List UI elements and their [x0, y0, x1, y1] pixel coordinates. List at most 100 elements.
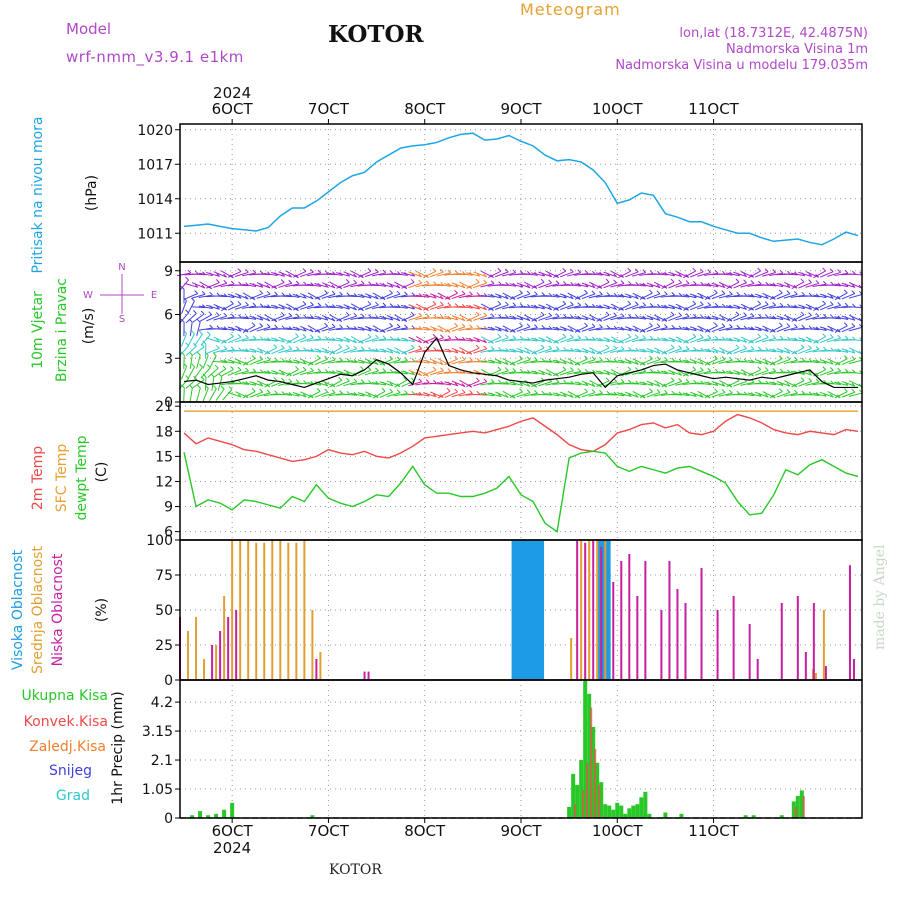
wind-arrow-head — [483, 312, 488, 317]
model-altitude-label: Nadmorska Visina u modelu 179.035m — [615, 58, 868, 73]
wind-arrow — [473, 271, 487, 278]
wind-arrow — [487, 303, 502, 311]
wind-arrow-head — [555, 313, 560, 317]
wind-arrow — [848, 359, 863, 365]
wind-arrow — [653, 359, 668, 364]
wind-arrow — [639, 358, 653, 366]
wind-arrow — [639, 325, 653, 333]
wind-arrow-head — [360, 340, 364, 344]
wind-arrow — [185, 313, 197, 324]
wind-arrow — [834, 272, 849, 277]
wind-arrow — [726, 281, 740, 290]
wind-arrow — [408, 282, 422, 289]
y-tick-label: 3 — [164, 351, 173, 367]
wind-arrow — [336, 380, 350, 387]
wind-arrow-head — [829, 393, 834, 398]
wind-arrow — [530, 337, 545, 343]
wind-arrow — [552, 369, 567, 377]
wind-arrow-head — [212, 385, 217, 389]
wind-arrow-head — [765, 281, 770, 286]
mid-cloud-bar — [580, 540, 583, 680]
wind-arrow-head — [562, 300, 567, 305]
wind-arrow — [480, 294, 495, 298]
wind-arrow — [639, 292, 653, 300]
wind-arrow-head — [468, 318, 473, 322]
wind-arrow — [574, 292, 588, 300]
x-tick-label-bottom: 7OCT — [308, 822, 350, 840]
wind-arrow-head — [418, 339, 422, 344]
total-precip-bar — [623, 813, 628, 818]
wind-arrow — [552, 336, 567, 344]
wind-arrow — [202, 355, 209, 369]
wind-arrow — [249, 325, 263, 333]
wind-arrow-head — [613, 273, 618, 278]
wind-arrow — [805, 282, 820, 288]
wind-arrow — [234, 271, 249, 277]
wind-arrow-head — [410, 311, 415, 316]
wind-arrow — [321, 326, 336, 332]
wind-arrow — [675, 381, 690, 386]
wind-arrow-head — [808, 312, 812, 316]
wind-arrow-head — [237, 301, 242, 305]
wind-arrow — [459, 281, 473, 289]
wind-arrow — [336, 314, 350, 322]
wind-arrow — [242, 349, 256, 353]
wind-arrow — [682, 392, 697, 397]
wind-arrow — [552, 294, 567, 299]
wind-arrow — [848, 392, 863, 397]
wind-arrow — [617, 359, 632, 365]
wind-arrow-head — [634, 361, 639, 365]
wind-arrow-head — [851, 270, 856, 275]
wind-arrow-head — [202, 373, 207, 378]
total-precip-bar — [619, 805, 624, 818]
wind-arrow-head — [577, 368, 582, 372]
wind-arrow-head — [778, 289, 783, 294]
wind-arrow-head — [692, 366, 697, 371]
wind-arrow — [415, 283, 430, 288]
wind-unit: (m/s) — [81, 308, 97, 345]
wind-arrow — [696, 316, 711, 320]
wind-arrow — [271, 272, 285, 277]
wind-arrow-head — [404, 390, 408, 394]
mid-cloud-bar — [311, 610, 314, 680]
wind-arrow — [718, 371, 733, 375]
wind-arrow — [849, 314, 863, 322]
wind-arrow-head — [339, 357, 343, 362]
y-tick-label: 9 — [164, 264, 173, 280]
wind-arrow — [206, 271, 220, 277]
wind-arrow-head — [526, 317, 531, 322]
wind-arrow-head — [664, 389, 668, 394]
total-precip-bar — [799, 790, 804, 818]
wind-arrow — [401, 314, 415, 322]
wind-arrow — [444, 325, 458, 333]
wind-arrow — [451, 339, 466, 341]
y-tick-label: 2.1 — [151, 753, 173, 769]
wind-arrow — [209, 388, 217, 402]
wind-arrow — [242, 316, 256, 320]
wind-arrow-head — [670, 344, 675, 349]
wind-arrow-head — [317, 302, 322, 307]
wind-arrow — [314, 358, 328, 366]
total-precip-bar — [795, 795, 800, 818]
wind-arrow — [329, 379, 343, 388]
wind-arrow-head — [685, 378, 690, 383]
wind-arrow — [798, 370, 812, 376]
wind-arrow-head — [483, 273, 487, 278]
wind-arrow — [321, 314, 336, 322]
wind-arrow-head — [830, 295, 834, 299]
wind-arrow — [328, 360, 343, 364]
wind-arrow — [436, 283, 451, 287]
wind-arrow-head — [447, 302, 452, 307]
high-cloud-bar — [515, 540, 522, 680]
wind-arrow-head — [389, 289, 393, 294]
temp-unit: (C) — [94, 462, 110, 483]
wind-arrow — [790, 272, 805, 277]
wind-arrow — [812, 283, 827, 287]
total-precip-bar — [230, 802, 235, 818]
y-tick-label: 25 — [155, 638, 173, 654]
wind-arrow-head — [274, 291, 278, 296]
wind-arrow — [704, 316, 719, 321]
wind-arrow — [733, 337, 747, 343]
wind-arrow — [343, 381, 357, 387]
